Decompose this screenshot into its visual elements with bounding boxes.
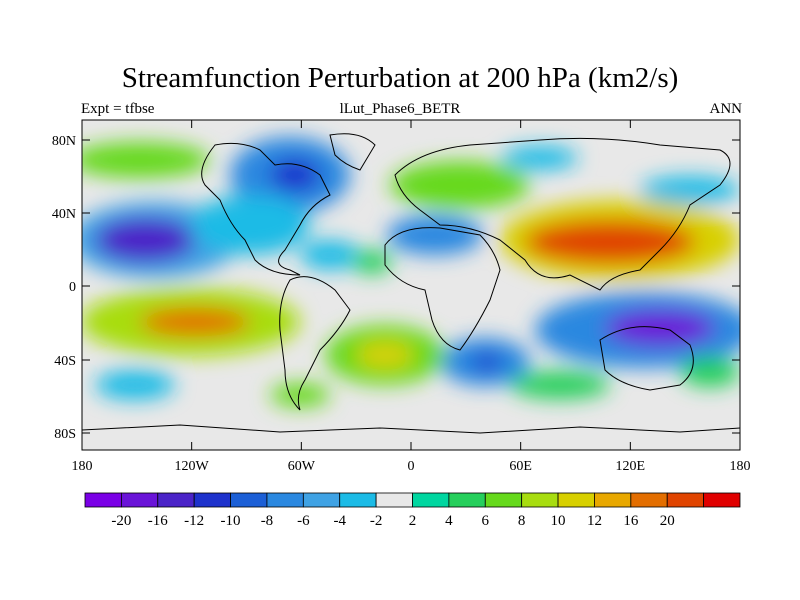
colorbar-swatch [448, 492, 486, 508]
x-tick-label: 60W [288, 459, 316, 474]
colorbar-label: 12 [587, 513, 602, 529]
colorbar-swatch [266, 492, 304, 508]
colorbar-swatch [630, 492, 668, 508]
colorbar-label: 2 [409, 513, 417, 529]
colorbar-label: 8 [518, 513, 526, 529]
colorbar-swatch [157, 492, 195, 508]
anomaly-high-southern-ocean [270, 383, 330, 407]
anomaly-high-europe [390, 161, 530, 209]
colorbar-label: -8 [261, 513, 274, 529]
plot-title: Streamfunction Perturbation at 200 hPa (… [121, 62, 679, 94]
coastline-eurasia [394, 137, 731, 291]
colorbar-label: -6 [297, 513, 310, 529]
anomaly-high-arctic [82, 142, 210, 178]
colorbar-swatch [594, 492, 632, 508]
y-tick-label: 80S [54, 427, 76, 442]
anomaly-low-north-pacific-west [640, 176, 740, 204]
y-tick-label: 0 [69, 280, 76, 295]
coastline-north-america [201, 142, 331, 276]
colorbar-swatch [339, 492, 377, 508]
anomaly-low-south-indian-core [472, 354, 502, 370]
anomaly-high-asia-core [525, 220, 695, 264]
season-label: ANN [709, 101, 743, 117]
colorbar-swatch [84, 492, 122, 508]
longitude-axis: 180 120W 60W 0 60E 120E 180 [72, 120, 751, 474]
colorbar-swatch [302, 492, 341, 508]
latitude-axis: 80N 40N 0 40S 80S [52, 134, 740, 442]
colorbar-swatch [230, 492, 268, 508]
y-tick-label: 40S [54, 354, 76, 369]
colorbar-swatch [666, 492, 705, 508]
colorbar-label: -2 [370, 513, 383, 529]
colorbar-swatch [703, 492, 741, 508]
coastline-africa-europe [384, 227, 501, 351]
x-tick-label: 60E [509, 459, 532, 474]
anomaly-low-siberia [502, 146, 578, 170]
anomaly-high-tasman [680, 357, 740, 387]
colorbar-label: 16 [623, 513, 639, 529]
colorbar-label: -16 [148, 513, 168, 529]
coastline-greenland [329, 133, 376, 171]
x-tick-label: 120E [616, 459, 646, 474]
colorbar-swatch [375, 492, 413, 508]
anomaly-high-tropical-atlantic [352, 250, 392, 274]
x-tick-label: 180 [730, 459, 751, 474]
anomaly-low-south-america [300, 240, 360, 270]
colorbar-label: 4 [445, 513, 453, 529]
coastline-south-america [279, 276, 351, 411]
anomaly-high-south-pacific-core [140, 308, 250, 336]
y-tick-label: 40N [52, 207, 76, 222]
anomaly-high-south-atlantic-core [355, 341, 415, 369]
experiment-label: Expt = tfbse [81, 101, 155, 117]
anomaly-low-south-pacific [95, 370, 175, 400]
colorbar-swatch [521, 492, 559, 508]
case-label: lLut_Phase6_BETR [339, 101, 461, 117]
colorbar-label: -20 [111, 513, 131, 529]
coastline-layer [82, 133, 740, 434]
coastline-australia [599, 326, 694, 391]
x-tick-label: 0 [408, 459, 415, 474]
y-tick-label: 80N [52, 134, 76, 149]
x-tick-label: 180 [72, 459, 93, 474]
anomaly-low-atlantic [190, 195, 310, 255]
colorbar: -20 -16 -12 -10 -8 -6 -4 -2 2 4 6 8 10 12 16 20 [84, 492, 741, 529]
colorbar-label: -12 [184, 513, 204, 529]
anomaly-low-north-pacific-core [95, 218, 195, 262]
colorbar-label: 6 [482, 513, 490, 529]
anomaly-high-south-indian-east [510, 371, 610, 399]
colorbar-swatch [484, 492, 523, 508]
colorbar-swatch [557, 492, 595, 508]
colorbar-label: -10 [221, 513, 241, 529]
colorbar-swatch [120, 492, 159, 508]
anomaly-low-north-america-core [270, 159, 320, 191]
colorbar-swatch [193, 492, 231, 508]
colorbar-label: -4 [333, 513, 346, 529]
contour-fill-layer [82, 137, 740, 407]
coastline-antarctica [82, 424, 740, 434]
x-tick-label: 120W [175, 459, 210, 474]
colorbar-label: 10 [551, 513, 566, 529]
colorbar-label: 20 [660, 513, 675, 529]
colorbar-swatch [412, 492, 450, 508]
anomaly-low-north-africa [387, 215, 483, 255]
